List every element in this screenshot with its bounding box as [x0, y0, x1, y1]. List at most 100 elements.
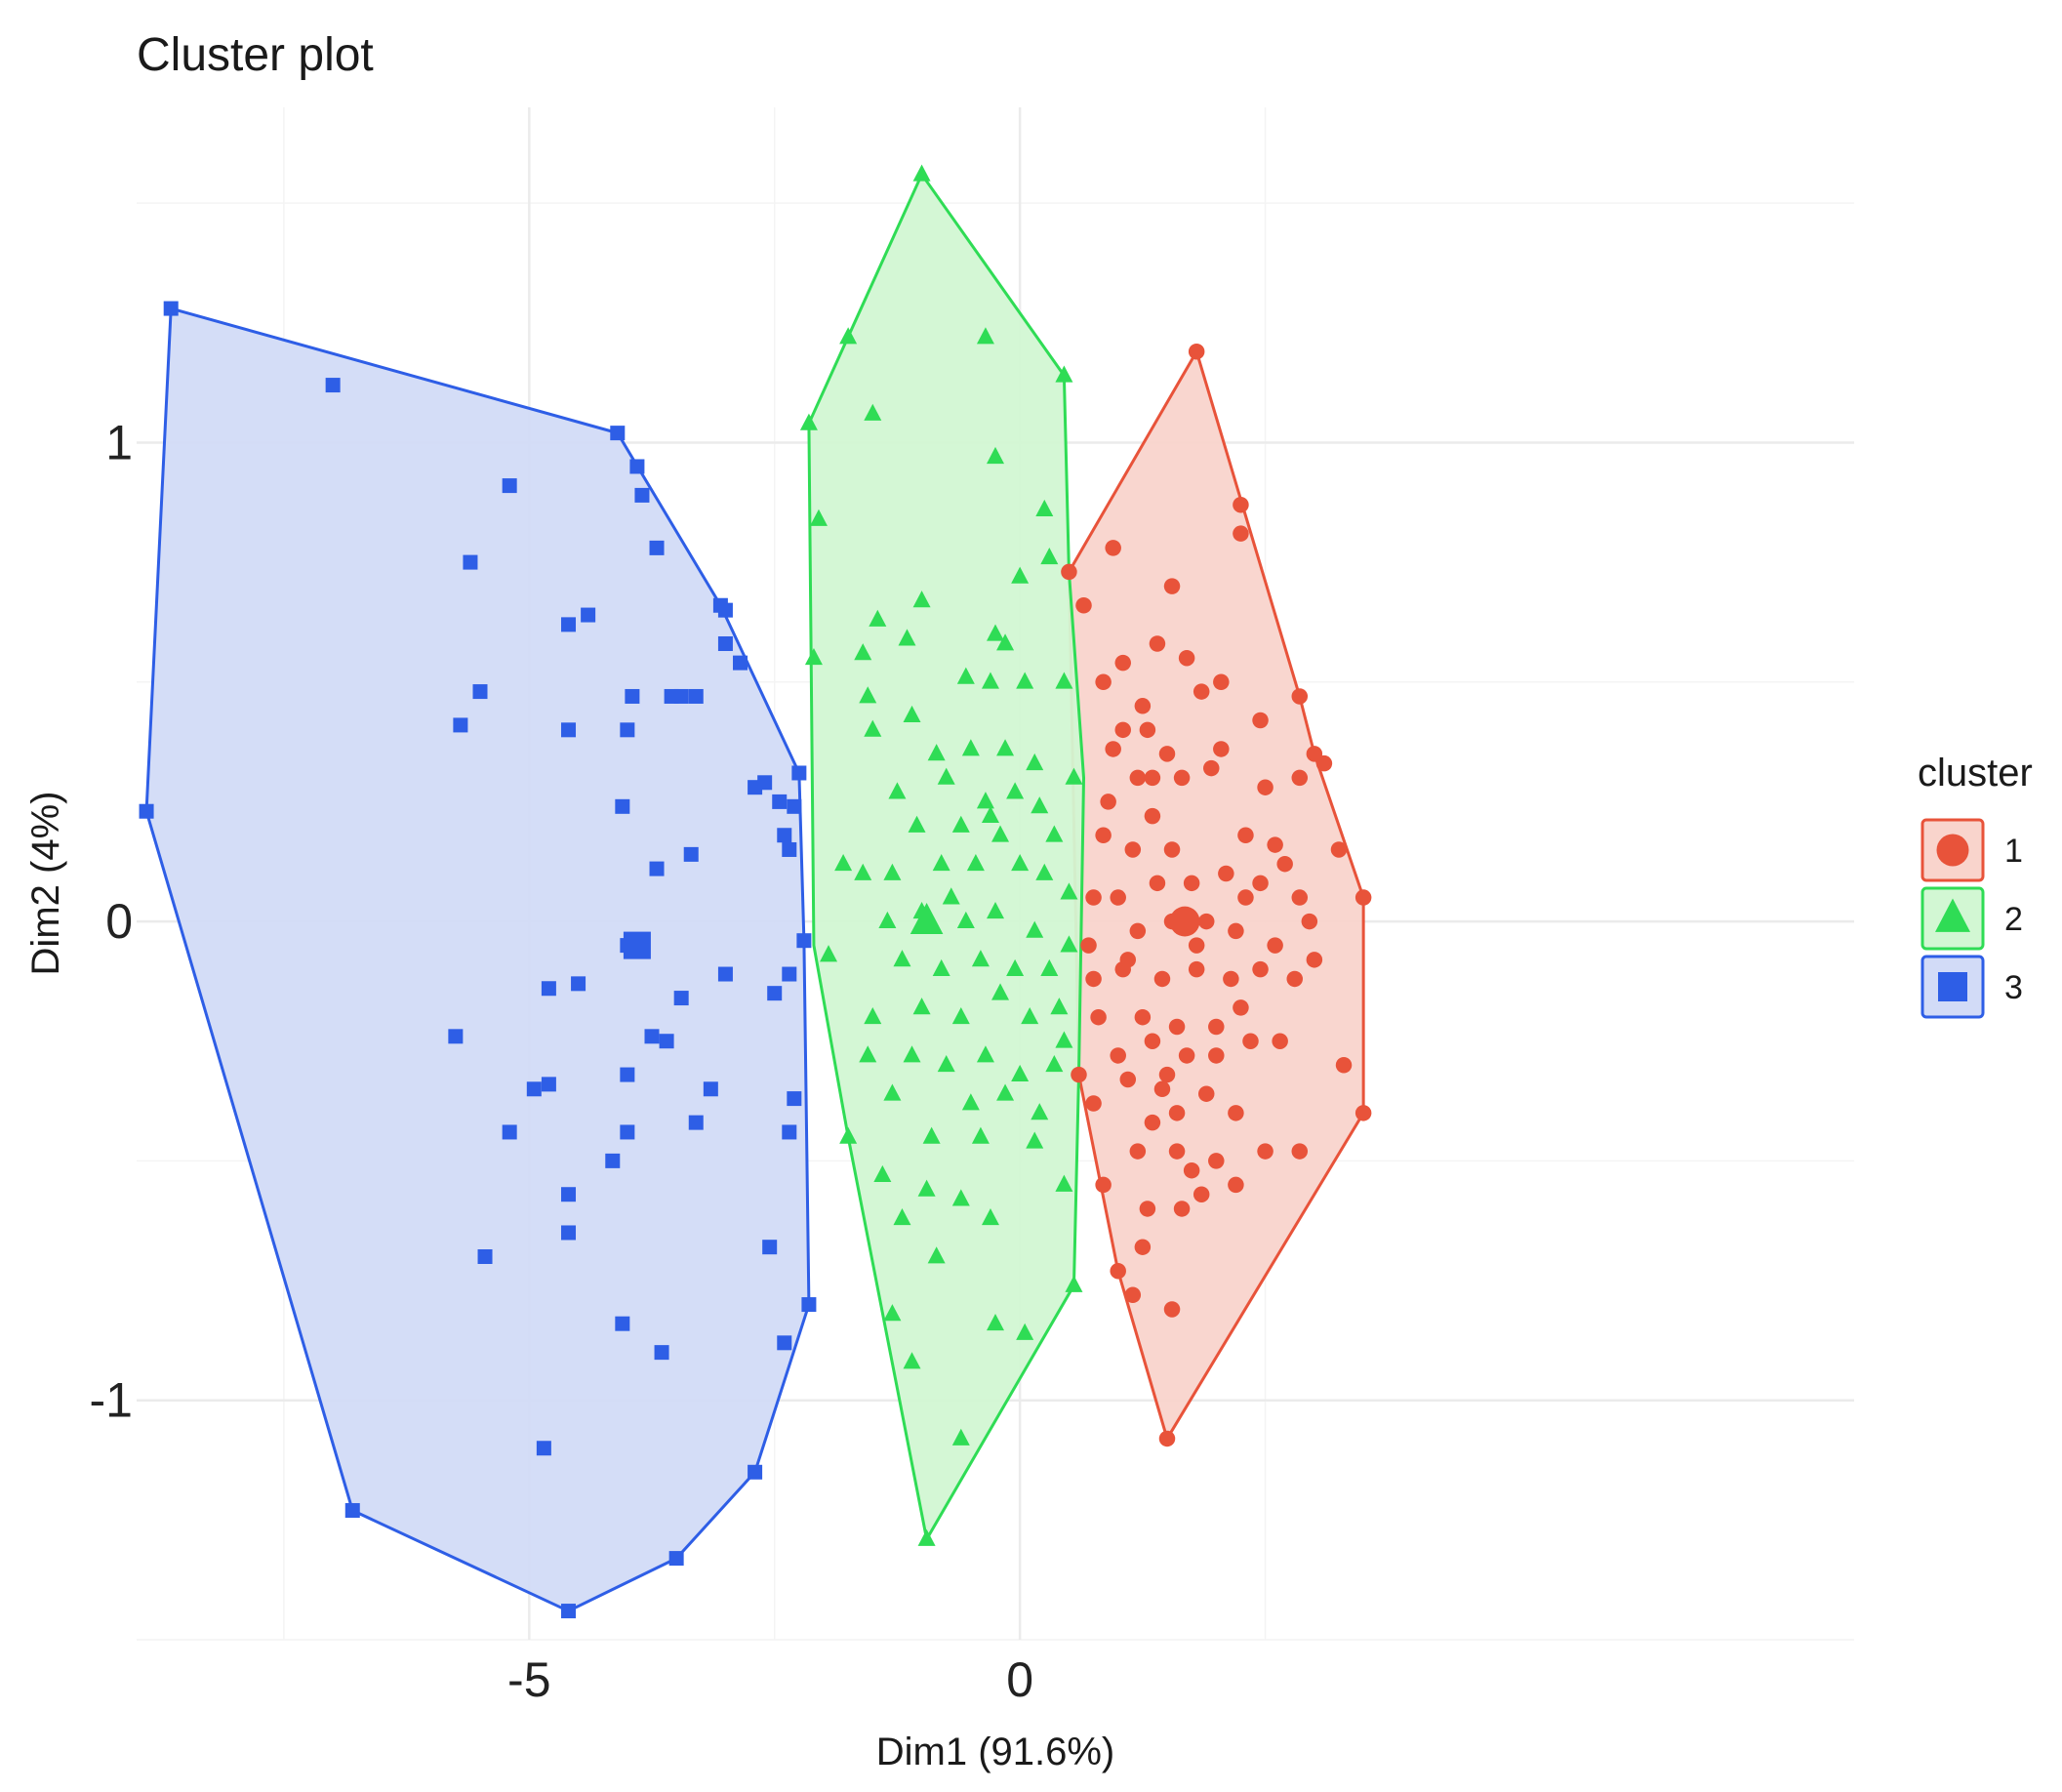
cluster-1-point-44	[1183, 875, 1200, 892]
cluster-3-point-21	[625, 688, 640, 704]
legend-items: 1 2 3	[1920, 818, 2023, 1019]
cluster-2-point-82	[1055, 1174, 1073, 1192]
cluster-3-point-51	[787, 1091, 802, 1107]
cluster-1-point-59	[1223, 970, 1239, 988]
cluster-1-point-99	[1119, 952, 1137, 968]
cluster-2-point-84	[981, 1208, 999, 1226]
cluster-1-point-57	[1153, 970, 1171, 988]
cluster-1-point-17	[1213, 673, 1230, 690]
cluster-1-point-46	[1252, 875, 1269, 892]
cluster-1-point-95	[1291, 1143, 1309, 1160]
cluster-2-point-62	[991, 983, 1010, 1000]
cluster-2-point-54	[893, 950, 911, 967]
cluster-3-point-20	[472, 684, 488, 700]
cluster-3-point-5	[801, 1297, 817, 1313]
cluster-1-point-79	[1168, 1105, 1186, 1121]
cluster-1-point-7	[1158, 1430, 1176, 1447]
cluster-1-point-21	[1139, 721, 1156, 739]
legend-label-1: 1	[2004, 833, 2023, 870]
cluster-1-point-61	[1286, 970, 1303, 988]
legend-label-3: 3	[2004, 969, 2023, 1006]
cluster-1-point-29	[1203, 759, 1220, 777]
legend-title: cluster	[1918, 752, 2033, 794]
cluster-2-point-19	[981, 672, 999, 689]
cluster-1-point-87	[1139, 1201, 1156, 1217]
legend-marker-1	[1936, 834, 1969, 867]
cluster-2-point-38	[1045, 825, 1064, 842]
cluster-1-point-96	[1153, 1080, 1171, 1098]
cluster-3-point-8	[561, 1604, 577, 1619]
cluster-2-point-10	[1011, 566, 1030, 584]
cluster-3-point-9	[344, 1503, 360, 1519]
legend-label-2: 2	[2004, 901, 2023, 938]
cluster-2-point-85	[927, 1246, 946, 1264]
cluster-1-point-8	[1110, 1262, 1126, 1280]
cluster-1-point-98	[1237, 889, 1254, 906]
cluster-1-centroid	[1169, 906, 1200, 937]
cluster-3-point-48	[541, 1077, 556, 1092]
cluster-1-point-75	[1158, 1066, 1176, 1083]
cluster-2-point-3	[839, 327, 858, 345]
cluster-2-centroid	[910, 902, 944, 934]
cluster-3-point-46	[659, 1034, 674, 1049]
cluster-2-point-60	[912, 998, 931, 1015]
cluster-2-point-68	[976, 1045, 994, 1063]
cluster-2-point-6	[987, 446, 1004, 465]
cluster-3-hull	[144, 306, 811, 1613]
cluster-1-point-93	[1124, 1286, 1142, 1303]
cluster-3-point-55	[782, 1124, 797, 1140]
cluster-1-point-2	[1233, 525, 1249, 542]
cluster-1-point-54	[1301, 913, 1318, 930]
cluster-1-point-9	[1071, 1066, 1087, 1083]
cluster-2-point-12	[869, 609, 887, 627]
cluster-1-point-73	[1272, 1033, 1288, 1049]
cluster-2-point-74	[1031, 1103, 1049, 1120]
cluster-points	[139, 164, 1372, 1619]
cluster-2-point-8	[1035, 499, 1054, 517]
cluster-2-point-55	[932, 958, 950, 977]
cluster-3-point-4	[796, 933, 812, 949]
cluster-2-point-52	[1060, 935, 1078, 953]
cluster-2-point-21	[1055, 672, 1073, 689]
cluster-1-point-60	[1252, 960, 1269, 978]
cluster-3-point-41	[571, 976, 586, 992]
cluster-3-point-36	[649, 861, 665, 876]
cluster-3-point-47	[620, 1067, 635, 1082]
cluster-2-point-87	[987, 1313, 1004, 1331]
cluster-2-point-37	[991, 825, 1010, 842]
cluster-1-point-34	[1315, 754, 1333, 772]
cluster-1-point-62	[1306, 952, 1323, 968]
cluster-1-point-10	[1061, 563, 1077, 581]
cluster-2-point-26	[961, 739, 980, 756]
cluster-1-point-101	[1276, 855, 1293, 873]
cluster-2-point-32	[976, 792, 994, 809]
cluster-3-point-49	[526, 1081, 542, 1097]
y-tick-label-1: 0	[105, 894, 133, 949]
cluster-1-point-63	[1090, 1008, 1107, 1026]
cluster-2-point-11	[912, 591, 931, 608]
cluster-1-point-83	[1168, 1143, 1186, 1160]
cluster-2-point-72	[961, 1093, 980, 1111]
cluster-3-point-29	[757, 775, 773, 791]
cluster-1-point-52	[1228, 922, 1244, 940]
cluster-1-point-25	[1213, 741, 1230, 757]
cluster-3-point-52	[688, 1115, 704, 1130]
cluster-2-point-24	[864, 719, 882, 737]
cluster-2-point-20	[1016, 672, 1034, 689]
cluster-3-point-0	[163, 301, 179, 316]
cluster-1-point-78	[1144, 1114, 1161, 1131]
cluster-2-point-25	[927, 744, 946, 761]
cluster-3-point-43	[767, 986, 783, 1001]
cluster-1-point-97	[1188, 937, 1205, 954]
cluster-1-point-81	[1335, 1057, 1353, 1074]
cluster-3-point-63	[654, 1345, 669, 1361]
cluster-1-point-48	[1080, 937, 1097, 954]
cluster-1-point-92	[1257, 1143, 1274, 1160]
cluster-3-point-24	[673, 688, 689, 704]
cluster-2-point-75	[839, 1126, 858, 1144]
cluster-1-point-47	[1291, 889, 1309, 906]
cluster-1-point-30	[1100, 794, 1116, 810]
cluster-1-point-68	[1110, 1047, 1126, 1064]
cluster-2-point-23	[903, 705, 921, 723]
